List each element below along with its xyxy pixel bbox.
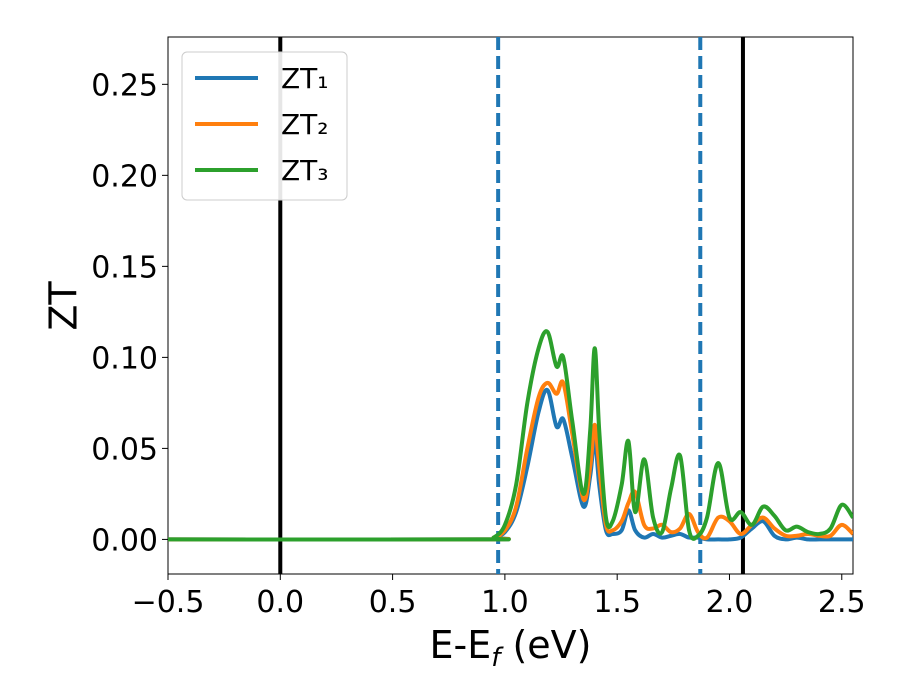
y-tick-label: 0.05	[91, 432, 158, 467]
legend: ZT₁ ZT₂ ZT₃	[181, 51, 348, 201]
x-tick-label: 2.5	[818, 585, 866, 620]
legend-box	[181, 51, 348, 201]
y-tick-label: 0.10	[91, 341, 158, 376]
y-axis-label: ZT	[42, 281, 86, 331]
y-tick-label: 0.15	[91, 250, 158, 285]
x-tick-label: 1.0	[481, 585, 529, 620]
series-line-zt2	[168, 379, 853, 542]
x-tick-label: 1.5	[593, 585, 641, 620]
x-tick-label: 0.5	[369, 585, 417, 620]
x-tick-label: 0.0	[256, 585, 304, 620]
x-axis: −0.5 0.0 0.5 1.0 1.5 2.0 2.5	[132, 574, 866, 620]
plot-area	[167, 36, 854, 575]
y-tick-label: 0.00	[91, 523, 158, 558]
plot-frame	[167, 36, 854, 575]
series-line-zt1	[168, 387, 853, 542]
plot-content	[168, 37, 853, 574]
y-tick-label: 0.20	[91, 159, 158, 194]
y-tick-label: 0.25	[91, 68, 158, 103]
y-axis: 0.00 0.05 0.10 0.15 0.20 0.25	[91, 68, 168, 558]
x-tick-label: −0.5	[132, 585, 205, 620]
x-tick-label: 2.0	[706, 585, 754, 620]
legend-label-zt1: ZT₁	[281, 62, 329, 95]
series-line-zt3	[168, 329, 853, 542]
legend-label-zt3: ZT₃	[281, 154, 329, 187]
legend-label-zt2: ZT₂	[281, 108, 329, 141]
x-axis-label: E-Ef (eV)	[430, 623, 592, 673]
